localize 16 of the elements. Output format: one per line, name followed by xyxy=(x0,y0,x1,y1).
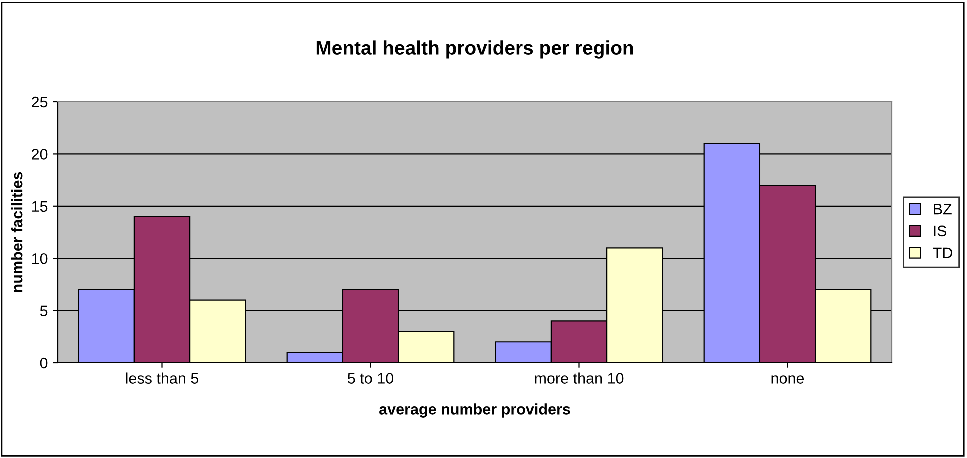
x-tick-label: more than 10 xyxy=(535,372,624,384)
y-tick-label: 5 xyxy=(40,306,48,316)
y-tick-label: 25 xyxy=(32,96,48,108)
legend-label: BZ xyxy=(934,204,952,215)
chart-title: Mental health providers per region xyxy=(316,40,634,59)
y-tick-label: 20 xyxy=(32,149,48,160)
y-tick-label: 15 xyxy=(32,201,48,212)
y-tick-label: 0 xyxy=(40,358,48,369)
x-tick-label: 5 to 10 xyxy=(348,373,394,384)
x-tick-label: none xyxy=(772,376,804,384)
x-axis-title: average number providers xyxy=(380,404,570,418)
y-axis-title: number facilities xyxy=(11,172,23,292)
x-tick-label: less than 5 xyxy=(126,372,199,384)
legend-label: TD xyxy=(933,248,952,258)
y-tick-label: 10 xyxy=(32,253,48,264)
legend-label: IS xyxy=(934,226,947,237)
